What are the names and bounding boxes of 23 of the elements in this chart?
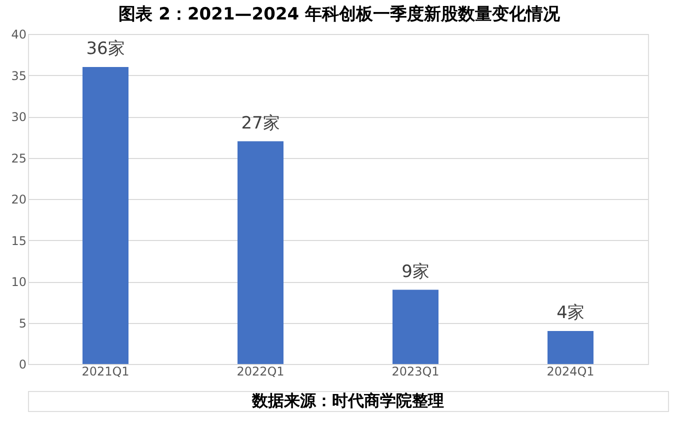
y-tick-label: 5: [18, 316, 26, 330]
chart-title: 图表 2：2021—2024 年科创板一季度新股数量变化情况: [118, 4, 562, 24]
y-tick-label: 20: [11, 192, 26, 206]
bar: [238, 141, 284, 364]
x-tick-label: 2021Q1: [82, 364, 130, 378]
y-tick-label: 0: [18, 358, 26, 372]
source-note: 数据来源：时代商学院整理: [251, 391, 444, 410]
y-tick-label: 30: [11, 110, 26, 124]
x-tick-label: 2024Q1: [546, 364, 594, 378]
y-tick-label: 35: [11, 68, 26, 83]
y-tick-label: 25: [11, 151, 26, 166]
data-label: 4家: [556, 303, 584, 323]
y-tick-label: 15: [11, 234, 26, 248]
data-label: 36家: [86, 39, 125, 59]
bar: [392, 290, 438, 364]
x-tick-label: 2023Q1: [392, 364, 440, 378]
data-label: 27家: [241, 113, 280, 134]
bar: [548, 331, 594, 364]
x-tick-label: 2022Q1: [236, 364, 284, 378]
bar: [82, 67, 128, 364]
y-tick-label: 10: [11, 275, 26, 289]
data-label: 9家: [402, 262, 430, 282]
y-tick-label: 40: [11, 28, 26, 42]
